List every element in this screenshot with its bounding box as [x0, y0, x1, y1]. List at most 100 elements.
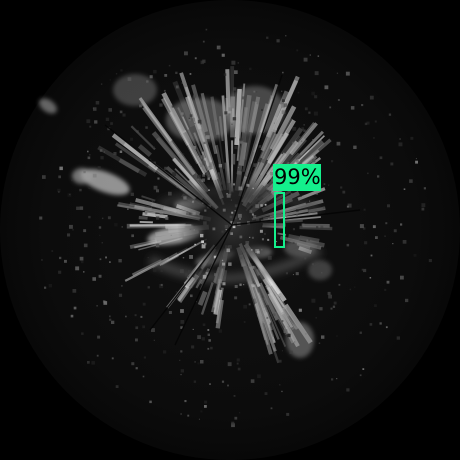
- speckle: [245, 241, 250, 245]
- speckle: [304, 257, 307, 260]
- speckle: [308, 239, 310, 242]
- speckle: [261, 108, 264, 111]
- speckle: [295, 209, 299, 212]
- speckle: [393, 229, 397, 233]
- speckle: [214, 273, 218, 277]
- speckle: [300, 195, 302, 197]
- speckle: [237, 213, 242, 218]
- speckle: [121, 226, 123, 228]
- speckle: [374, 304, 377, 307]
- speckle: [342, 190, 346, 194]
- speckle: [301, 140, 303, 142]
- speckle: [69, 193, 71, 196]
- speckle: [194, 243, 196, 246]
- speckle: [239, 256, 243, 260]
- speckle: [251, 213, 254, 216]
- speckle: [203, 242, 207, 246]
- speckle: [231, 60, 236, 65]
- speckle: [372, 225, 376, 229]
- echo-streak: [256, 313, 273, 355]
- echo-streak: [213, 289, 223, 315]
- speckle: [379, 156, 383, 160]
- speckle: [111, 320, 115, 324]
- speckle: [92, 277, 96, 281]
- speckle: [367, 172, 369, 175]
- speckle: [51, 250, 54, 252]
- speckle: [92, 173, 97, 178]
- speckle: [258, 145, 262, 148]
- speckle: [363, 268, 367, 273]
- speckle: [311, 91, 315, 96]
- speckle: [279, 384, 281, 386]
- echo-streak: [261, 140, 299, 187]
- speckle: [44, 286, 47, 289]
- speckle: [239, 235, 243, 239]
- speckle: [259, 229, 263, 233]
- speckle: [260, 204, 263, 207]
- speckle: [157, 177, 160, 180]
- speckle: [153, 161, 156, 165]
- speckle: [131, 362, 135, 366]
- speckle: [359, 224, 364, 229]
- speckle: [282, 99, 285, 102]
- speckle: [83, 243, 88, 248]
- speckle: [305, 333, 307, 335]
- speckle: [267, 238, 270, 241]
- speckle: [207, 347, 210, 350]
- speckle: [236, 362, 239, 365]
- speckle: [202, 173, 206, 177]
- speckle: [229, 215, 233, 219]
- speckle: [297, 91, 300, 94]
- speckle: [192, 201, 194, 203]
- speckle: [362, 227, 366, 230]
- speckle: [205, 272, 209, 275]
- speckle: [234, 145, 238, 150]
- speckle: [202, 59, 206, 63]
- speckle: [249, 67, 252, 71]
- echo-streak: [197, 290, 208, 306]
- speckle: [103, 301, 108, 305]
- speckle: [336, 141, 341, 146]
- speckle: [197, 178, 199, 180]
- speckle: [266, 186, 270, 190]
- speckle: [87, 156, 91, 160]
- speckle: [170, 234, 172, 236]
- speckle: [203, 141, 206, 145]
- radial-lines: [104, 74, 361, 346]
- speckle: [292, 126, 297, 131]
- speckle: [147, 257, 149, 259]
- speckle: [192, 211, 196, 216]
- speckle: [231, 421, 235, 425]
- speckle: [240, 140, 244, 144]
- speckle: [270, 172, 274, 176]
- speckle: [193, 229, 195, 231]
- speckle: [101, 217, 104, 220]
- speckle: [191, 345, 195, 349]
- speckle: [187, 276, 189, 278]
- speckle: [218, 164, 223, 168]
- speckle: [164, 166, 168, 170]
- speckle: [208, 163, 213, 167]
- speckle: [292, 228, 295, 231]
- echo-streak: [167, 175, 187, 192]
- speckle: [83, 170, 86, 174]
- speckle: [58, 191, 60, 193]
- speckle: [295, 213, 298, 216]
- speckle: [228, 245, 232, 249]
- speckle: [89, 154, 91, 156]
- speckle: [301, 127, 305, 130]
- speckle: [144, 212, 148, 215]
- speckle: [194, 123, 196, 124]
- speckle: [251, 265, 255, 269]
- speckle: [361, 104, 364, 107]
- speckle: [256, 250, 260, 254]
- speckle: [329, 106, 332, 109]
- speckle: [359, 331, 362, 334]
- speckle: [83, 271, 85, 273]
- speckle: [398, 142, 403, 147]
- echo-streak: [114, 142, 157, 173]
- speckle: [301, 223, 305, 227]
- echo-streak: [202, 157, 212, 171]
- speckle: [71, 179, 73, 181]
- speckle: [318, 342, 321, 344]
